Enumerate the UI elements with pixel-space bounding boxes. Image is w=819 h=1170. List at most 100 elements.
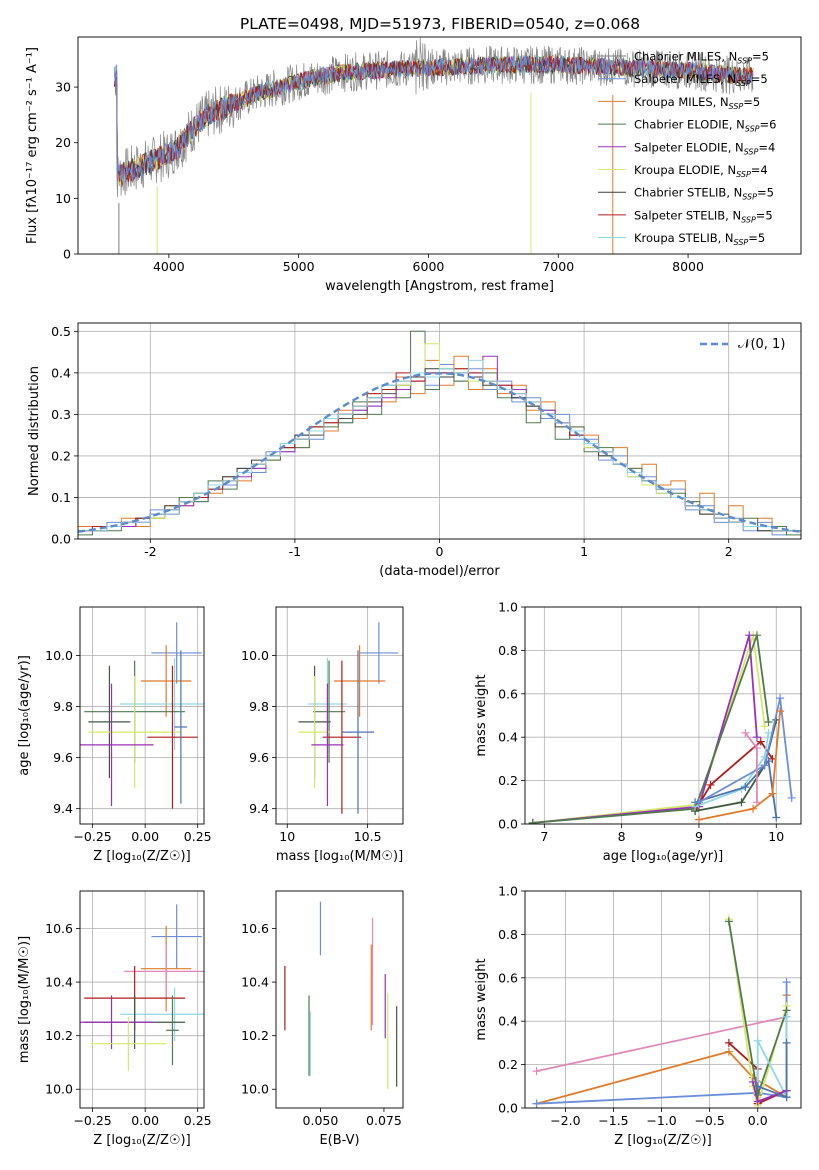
weight-marker	[768, 789, 777, 798]
z-weight-frame	[524, 890, 802, 1109]
legend-label-tail: =4	[751, 163, 768, 177]
errorbar-point	[151, 622, 202, 684]
weight-marker	[782, 1093, 791, 1102]
y-tick-label: 0.2	[498, 1057, 518, 1072]
weight-marker	[752, 631, 761, 640]
weight-marker	[532, 1099, 541, 1108]
x-tick-label: 2	[725, 544, 733, 559]
errorbar-point	[151, 904, 202, 969]
weight-line	[532, 634, 766, 824]
y-axis-label: Normed distribution	[27, 366, 42, 496]
x-tick-label: 7000	[542, 259, 574, 274]
y-tick-label: 1.0	[498, 600, 518, 615]
spectrum-axes: 4000 5000 6000 7000 8000 0 10 20 30 wavelength [A…	[25, 36, 802, 294]
y-tick-label: 10.4	[241, 975, 269, 990]
y-tick-label: 10.0	[45, 648, 73, 663]
spectrum-frame	[77, 36, 802, 255]
errorbar-point	[119, 658, 204, 750]
legend-label-main: Kroupa ELODIE, N	[634, 163, 736, 177]
y-tick-label: 10.6	[241, 921, 269, 936]
mass-age-frame	[275, 606, 404, 825]
ebv-mass-plot-area	[284, 901, 398, 1090]
y-tick-label: 1.0	[498, 884, 518, 899]
weight-marker	[782, 978, 791, 987]
y-tick-label: 0.0	[498, 1101, 518, 1116]
weight-line	[694, 732, 770, 808]
weight-line	[532, 634, 758, 824]
weight-marker	[787, 793, 796, 802]
x-axis-label: (data-model)/error	[379, 564, 500, 579]
y-tick-label: 0	[63, 247, 71, 262]
age-weight-frame	[524, 606, 802, 825]
z-age-frame	[79, 606, 205, 825]
x-tick-label: 10.5	[354, 829, 382, 844]
weight-marker	[724, 917, 733, 926]
weight-marker	[745, 631, 754, 640]
z-weight-axes: −2.0 −1.5 −1.0 −0.5 0.0 0.0 0.2 0.4 0.6 0.8 1.0 Z […	[474, 884, 802, 1148]
y-tick-label: 10.2	[241, 1028, 269, 1043]
legend-label-sub: SSP	[745, 125, 760, 134]
age-weight-axes: 7 8 9 10 0.0 0.2 0.4 0.6 0.8 1.0 age [log₁₀(age/yr…	[474, 600, 802, 864]
legend-label-sub: SSP	[729, 102, 744, 111]
x-tick-label: 0.050	[303, 1113, 339, 1128]
x-tick-label: 8000	[672, 259, 704, 274]
residuals-legend: 𝒩(0, 1)	[700, 337, 785, 352]
x-tick-label: −0.25	[73, 829, 111, 844]
legend-label-sub: SSP	[736, 170, 751, 179]
legend-label-sub: SSP	[734, 238, 749, 247]
y-tick-label: 0.4	[498, 730, 518, 745]
y-tick-label: 0.6	[498, 686, 518, 701]
y-tick-label: 0.8	[498, 927, 518, 942]
y-tick-label: 0.3	[51, 407, 71, 422]
legend-label-tail: =4	[758, 140, 775, 154]
z-mass-axes: −0.25 0.00 0.25 10.0 10.2 10.4 10.6 Z [log₁₀(Z/…	[17, 890, 212, 1148]
legend-label: Salpeter STELIB, NSSP=5	[634, 208, 773, 224]
legend-label-main: Kroupa MILES, N	[634, 95, 729, 109]
y-tick-label: 9.8	[53, 699, 73, 714]
weight-marker	[532, 1067, 541, 1076]
errorbar-point	[312, 660, 346, 763]
legend-label-sub: SSP	[736, 79, 751, 88]
legend-label: Salpeter ELODIE, NSSP=4	[634, 140, 775, 156]
legend-label: Chabrier ELODIE, NSSP=6	[634, 118, 776, 134]
y-tick-label: 10.6	[45, 921, 73, 936]
ebv-mass-frame	[275, 890, 404, 1109]
weight-marker	[724, 1038, 733, 1047]
y-tick-label: 0.4	[498, 1014, 518, 1029]
x-tick-label: 10	[279, 829, 295, 844]
weight-line	[728, 919, 788, 1108]
errorbar-point	[166, 995, 179, 1066]
weight-marker	[753, 1036, 762, 1045]
x-tick-label: 0.25	[184, 829, 212, 844]
legend-label-tail: =6	[760, 118, 777, 132]
legend-label-main: Chabrier STELIB, N	[634, 186, 742, 200]
y-tick-label: 0.4	[51, 365, 71, 380]
weight-marker	[706, 780, 715, 789]
y-tick-label: 10.4	[45, 975, 73, 990]
errorbar-point	[80, 995, 154, 1050]
weight-marker	[737, 798, 746, 807]
weight-marker	[694, 798, 703, 807]
x-axis-label: Z [log₁₀(Z/Z☉)]	[93, 849, 190, 864]
weight-marker	[782, 1038, 791, 1047]
x-tick-label: −0.5	[694, 1113, 724, 1128]
y-tick-label: 0.0	[51, 532, 71, 547]
weight-marker	[776, 694, 785, 703]
weight-marker	[741, 728, 750, 737]
y-axis-label: mass [log₁₀(M/M☉)]	[17, 936, 32, 1063]
x-tick-label: 6000	[413, 259, 445, 274]
z-age-plot-area	[80, 622, 204, 809]
y-tick-label: 0.6	[498, 970, 518, 985]
x-tick-label: 0.0	[748, 1113, 768, 1128]
weight-marker	[752, 733, 761, 742]
errorbar-point	[341, 650, 375, 814]
x-tick-label: −2.0	[550, 1113, 580, 1128]
weight-marker	[528, 818, 537, 824]
y-tick-label: 10	[55, 191, 71, 206]
x-axis-label: Z [log₁₀(Z/Z☉)]	[93, 1133, 190, 1148]
y-tick-label: 10.0	[45, 1082, 73, 1097]
x-tick-label: −1.5	[598, 1113, 628, 1128]
x-tick-label: 10	[768, 829, 784, 844]
legend-label-main: Chabrier MILES, N	[634, 50, 737, 64]
